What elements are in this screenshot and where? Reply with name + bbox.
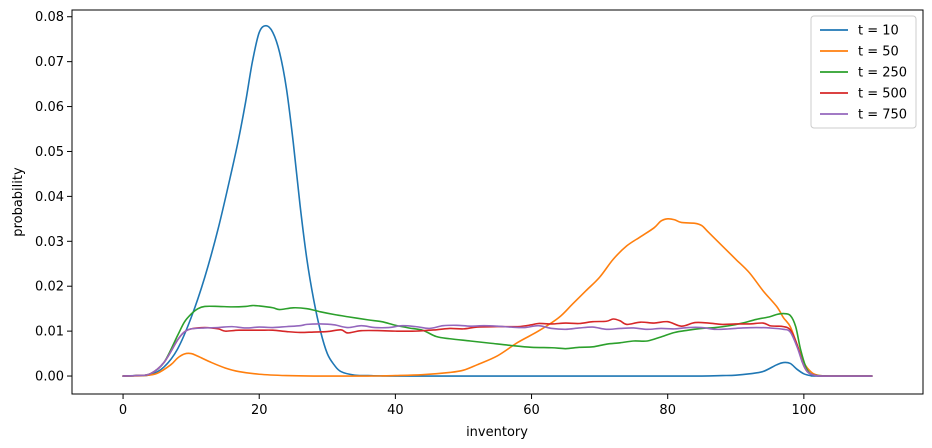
x-tick-label: 20: [251, 403, 268, 418]
y-tick-label: 0.02: [35, 280, 64, 295]
y-tick-label: 0.01: [35, 325, 64, 340]
plot-background: [72, 10, 923, 394]
y-tick-label: 0.08: [35, 10, 64, 25]
legend-label-3: t = 250: [858, 66, 907, 81]
y-tick-label: 0.05: [35, 145, 64, 160]
series-line-1: [122, 24, 873, 377]
series-line-4: [122, 318, 873, 377]
x-tick-label: 0: [119, 403, 127, 418]
x-tick-label: 40: [387, 403, 404, 418]
axes-layer: 0 20 40 60 80 100 0.00 0.01 0.02 0.03 0.04 0.05 0.06…: [35, 10, 816, 418]
x-tick-label: 80: [659, 403, 676, 418]
y-tick-label: 0.06: [35, 100, 64, 115]
legend-label-2: t = 50: [858, 45, 899, 60]
legend-label-4: t = 500: [858, 87, 907, 102]
series-line-2: [122, 217, 873, 377]
series-line-5: [122, 323, 873, 377]
series-line-3: [122, 304, 873, 377]
series-layer: [122, 24, 873, 377]
y-tick-label: 0.07: [35, 55, 64, 70]
legend-label-5: t = 750: [858, 108, 907, 123]
legend: t = 10 t = 50 t = 250 t = 500 t = 750: [810, 15, 917, 129]
legend-label-1: t = 10: [858, 24, 899, 39]
x-tick-label: 100: [791, 403, 816, 418]
x-axis-label: inventory: [466, 425, 528, 440]
plot-frame: [71, 9, 924, 395]
x-tick-label: 60: [523, 403, 540, 418]
y-tick-label: 0.04: [35, 190, 64, 205]
legend-box: [810, 15, 917, 129]
y-tick-label: 0.03: [35, 235, 64, 250]
y-axis-label: probability: [11, 167, 26, 237]
y-tick-label: 0.00: [35, 370, 64, 385]
